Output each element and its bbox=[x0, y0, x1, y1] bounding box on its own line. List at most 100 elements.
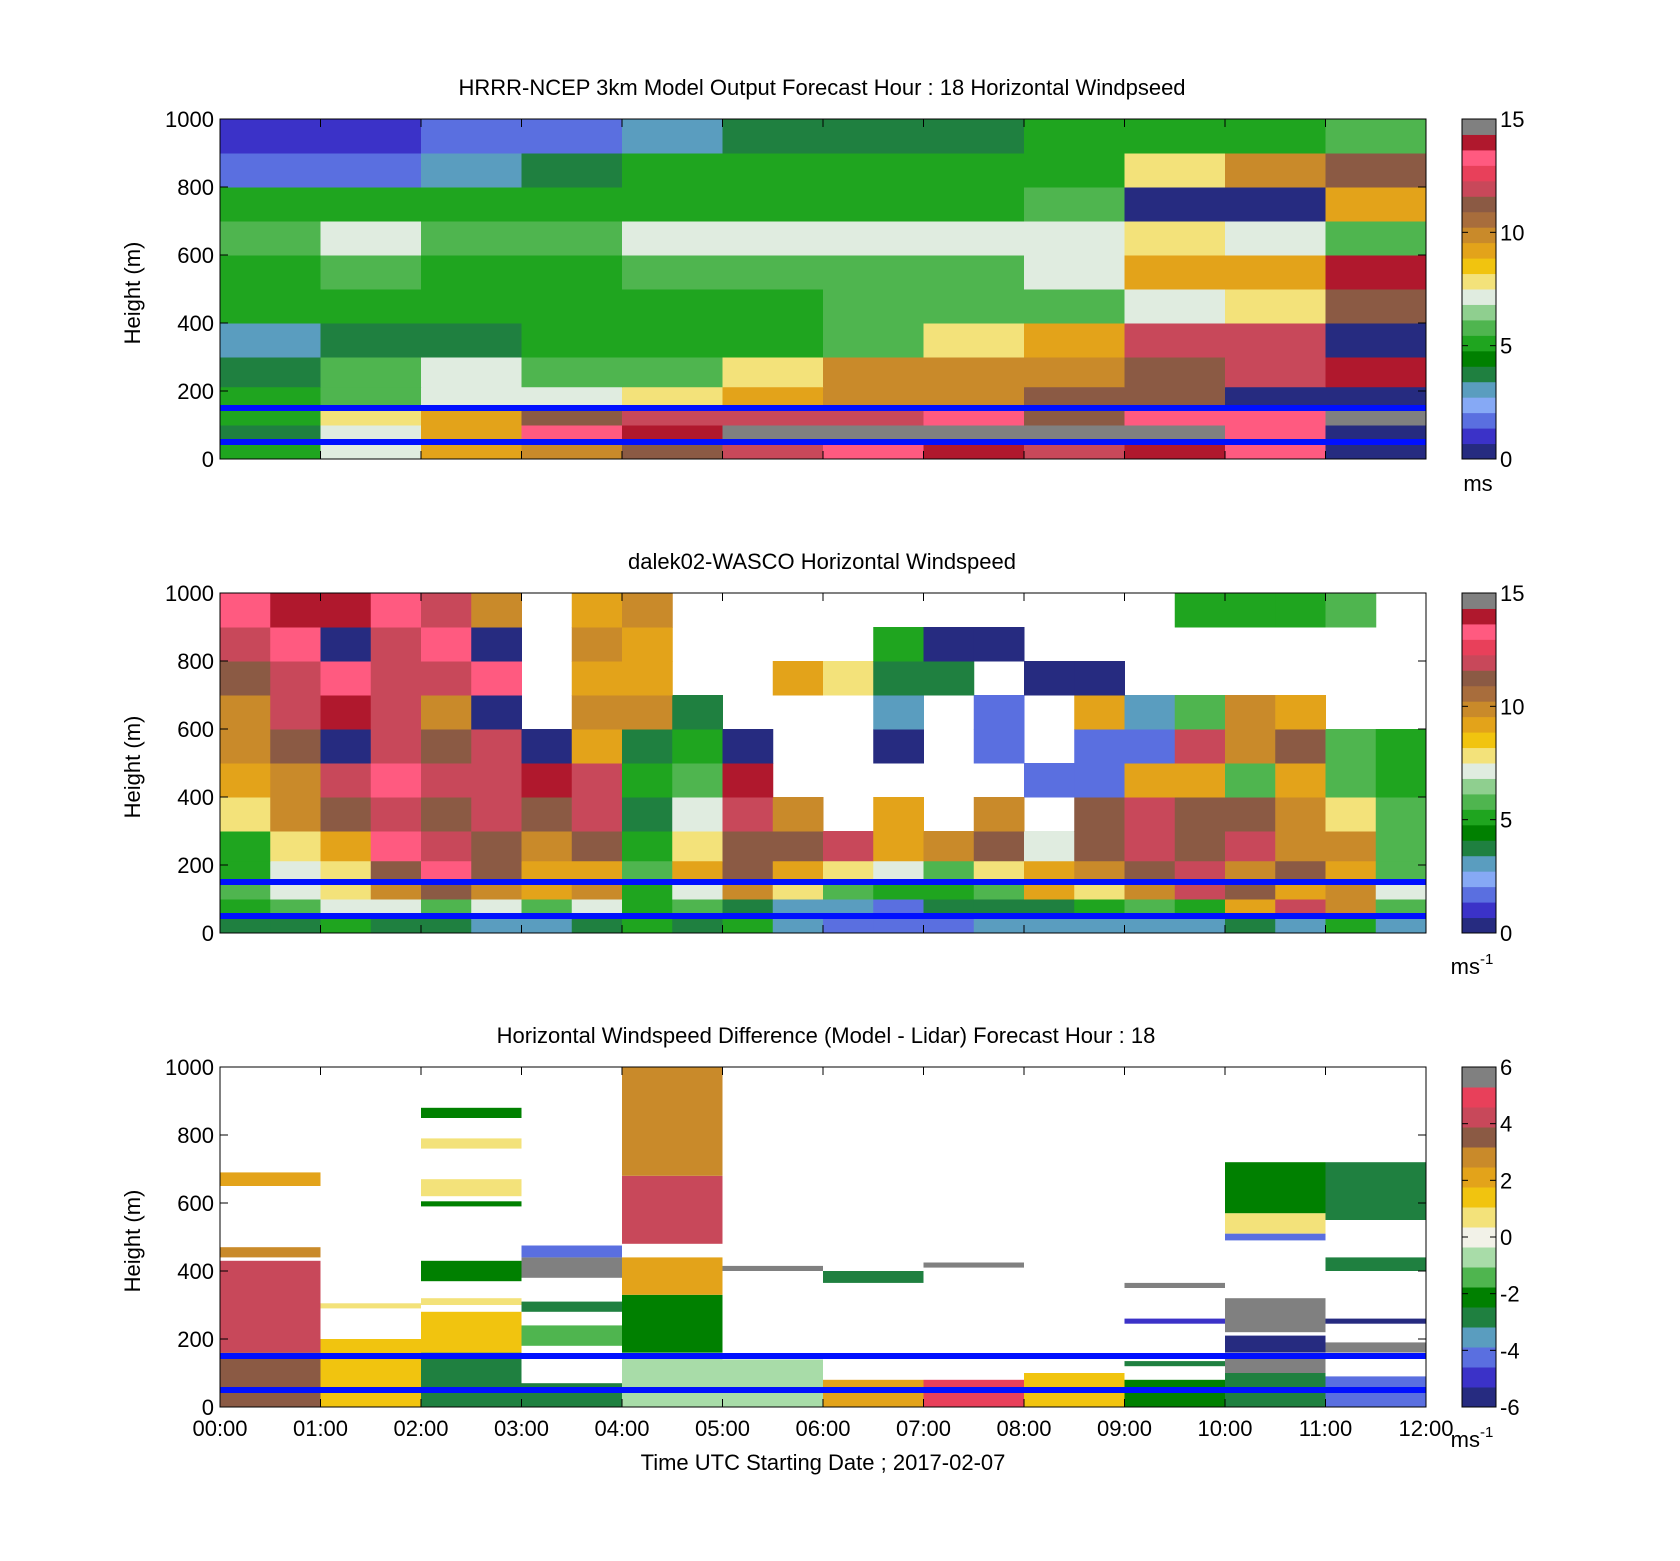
heatmap-cell bbox=[421, 916, 472, 934]
heatmap-cell bbox=[220, 221, 321, 256]
heatmap-cell bbox=[421, 593, 472, 628]
heatmap-cell bbox=[772, 882, 824, 900]
colorbar-segment bbox=[1462, 1167, 1496, 1188]
colorbar-tick-label: 10 bbox=[1500, 694, 1524, 719]
heatmap-cell bbox=[1124, 882, 1176, 900]
heatmap-cell bbox=[1124, 763, 1176, 798]
panel-difference-ylabel: Height (m) bbox=[120, 1190, 145, 1293]
heatmap-cell bbox=[1225, 763, 1276, 798]
heatmap-cell bbox=[471, 797, 522, 832]
heatmap-cell bbox=[320, 289, 422, 324]
heatmap-cell bbox=[1074, 899, 1125, 917]
colorbar-segment bbox=[1462, 350, 1496, 367]
heatmap-cell bbox=[421, 442, 522, 460]
heatmap-cell bbox=[370, 797, 422, 832]
heatmap-cell bbox=[722, 357, 824, 388]
heatmap-cell bbox=[421, 1298, 522, 1305]
y-tick-label: 400 bbox=[177, 311, 214, 336]
heatmap-cell bbox=[1275, 882, 1326, 900]
heatmap-cell bbox=[923, 627, 975, 662]
heatmap-cell bbox=[1124, 289, 1226, 324]
heatmap-cell bbox=[622, 289, 723, 324]
heatmap-cell bbox=[1225, 1162, 1326, 1214]
heatmap-cell bbox=[622, 627, 673, 662]
x-tick-label: 06:00 bbox=[795, 1416, 850, 1441]
heatmap-cell bbox=[1225, 882, 1276, 900]
y-tick-label: 600 bbox=[177, 1191, 214, 1216]
heatmap-cell bbox=[923, 153, 1025, 188]
heatmap-cell bbox=[521, 153, 623, 188]
heatmap-cell bbox=[421, 763, 472, 798]
heatmap-cell bbox=[622, 187, 723, 222]
heatmap-cell bbox=[622, 882, 673, 900]
colorbar-segment bbox=[1462, 685, 1496, 702]
colorbar-segment bbox=[1462, 304, 1496, 321]
heatmap-cell bbox=[1124, 860, 1176, 883]
heatmap-cell bbox=[772, 916, 824, 934]
heatmap-cell bbox=[622, 1257, 723, 1295]
heatmap-cell bbox=[1124, 221, 1226, 256]
heatmap-cell bbox=[622, 386, 723, 409]
heatmap-cell bbox=[923, 831, 975, 862]
heatmap-cell bbox=[521, 255, 623, 290]
x-tick-label: 01:00 bbox=[293, 1416, 348, 1441]
colorbar-tick-label: 15 bbox=[1500, 107, 1524, 132]
heatmap-cell bbox=[521, 187, 623, 222]
colorbar-segment bbox=[1462, 670, 1496, 687]
colorbar-tick-label: 0 bbox=[1500, 1225, 1512, 1250]
heatmap-cell bbox=[220, 899, 271, 917]
heatmap-cell bbox=[1325, 916, 1377, 934]
colorbar-segment bbox=[1462, 608, 1496, 625]
heatmap-cell bbox=[320, 899, 372, 917]
heatmap-cell bbox=[1024, 323, 1125, 358]
heatmap-cell bbox=[220, 831, 271, 862]
heatmap-cell bbox=[1074, 695, 1125, 730]
heatmap-cell bbox=[270, 797, 321, 832]
heatmap-cell bbox=[220, 1172, 321, 1186]
heatmap-cell bbox=[722, 882, 774, 900]
colorbar-segment bbox=[1462, 1207, 1496, 1228]
colorbar-segment bbox=[1462, 871, 1496, 888]
heatmap-cell bbox=[220, 386, 321, 409]
heatmap-cell bbox=[521, 899, 573, 917]
heatmap-cell bbox=[1225, 1213, 1326, 1234]
heatmap-cell bbox=[1225, 797, 1276, 832]
colorbar-tick-label: 5 bbox=[1500, 808, 1512, 833]
colorbar-segment bbox=[1462, 335, 1496, 352]
colorbar-segment bbox=[1462, 119, 1496, 135]
colorbar-segment bbox=[1462, 778, 1496, 795]
colorbar-segment bbox=[1462, 1187, 1496, 1208]
y-tick-label: 800 bbox=[177, 1123, 214, 1148]
heatmap-cell bbox=[421, 289, 522, 324]
panel-lidar-y-ticks: 0 200 400 600 800 1000 bbox=[165, 581, 1426, 946]
heatmap-cell bbox=[1174, 831, 1226, 862]
colorbar-segment bbox=[1462, 1367, 1496, 1388]
heatmap-cell bbox=[1124, 153, 1226, 188]
heatmap-cell bbox=[320, 408, 422, 426]
colorbar-segment bbox=[1462, 273, 1496, 290]
heatmap-cell bbox=[521, 386, 623, 409]
heatmap-cell bbox=[823, 386, 924, 409]
heatmap-cell bbox=[1375, 860, 1427, 883]
heatmap-cell bbox=[622, 1175, 723, 1244]
panel-lidar-title: dalek02-WASCO Horizontal Windspeed bbox=[628, 549, 1016, 574]
heatmap-cell bbox=[1325, 763, 1377, 798]
colorbar-segment bbox=[1462, 1267, 1496, 1288]
colorbar-tick-label: 0 bbox=[1500, 447, 1512, 472]
colorbar-segment bbox=[1462, 809, 1496, 826]
heatmap-cell bbox=[471, 860, 522, 883]
panel-difference-y-ticks: 0 200 400 600 800 1000 bbox=[165, 1055, 1426, 1420]
heatmap-cell bbox=[873, 661, 924, 696]
heatmap-cell bbox=[320, 882, 372, 900]
heatmap-cell bbox=[320, 860, 372, 883]
heatmap-cell bbox=[1174, 882, 1226, 900]
heatmap-cell bbox=[320, 187, 422, 222]
colorbar-tick-label: 6 bbox=[1500, 1055, 1512, 1080]
panel-lidar-colorbar-unit: ms-1 bbox=[1451, 951, 1494, 979]
heatmap-cell bbox=[923, 119, 1025, 154]
heatmap-cell bbox=[1225, 860, 1276, 883]
heatmap-cell bbox=[1275, 763, 1326, 798]
heatmap-cell bbox=[1174, 763, 1226, 798]
y-tick-label: 800 bbox=[177, 649, 214, 674]
heatmap-cell bbox=[220, 916, 271, 934]
